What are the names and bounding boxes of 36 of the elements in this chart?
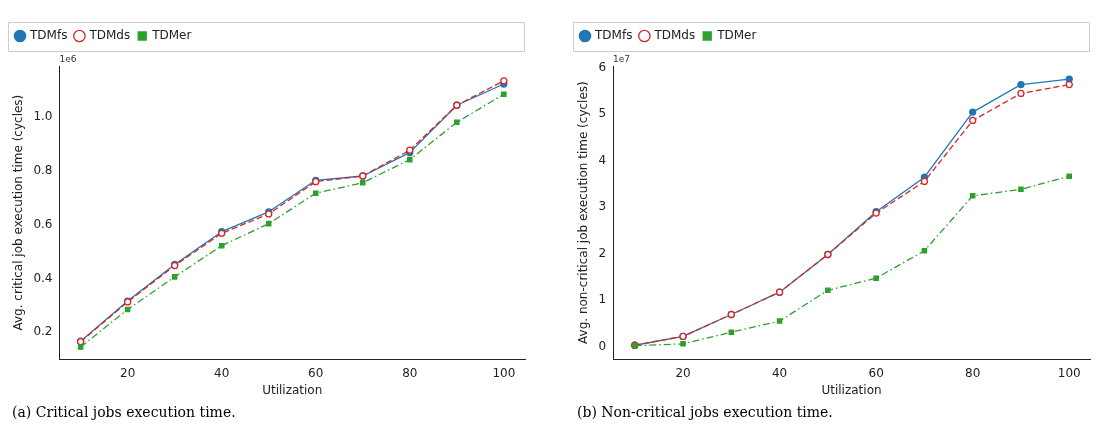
x-tick-label: 100 [492, 365, 516, 380]
x-tick-label: 20 [120, 365, 136, 380]
y-tick-label: 0 [598, 338, 607, 353]
y-tick-label: 3 [598, 199, 607, 214]
y-tick-label: 0.8 [33, 163, 53, 178]
text: (a) Critical jobs execution time. [11, 404, 237, 420]
legend-label: TDMds [653, 28, 696, 43]
y-tick-label: 6 [598, 59, 607, 74]
legend-label: TDMfs [29, 28, 68, 43]
text: 1e7 [613, 53, 631, 64]
text: (b) Non-critical jobs execution time. [576, 404, 834, 420]
x-tick-label: 80 [965, 365, 981, 380]
legend-label: TDMds [88, 28, 131, 43]
legend-label: TDMer [151, 28, 192, 43]
x-tick-label: 100 [1057, 365, 1081, 380]
x-tick-label: 60 [868, 365, 884, 380]
y-tick-label: 2 [598, 245, 607, 260]
y-tick-label: 1 [598, 292, 607, 307]
x-tick-label: 20 [675, 365, 691, 380]
legend-label: TDMfs [594, 28, 633, 43]
y-tick-label: 0.6 [33, 216, 53, 231]
y-tick-label: 0.4 [33, 270, 53, 285]
text: 1e6 [59, 53, 77, 64]
x-tick-label: 40 [214, 365, 230, 380]
x-tick-label: 80 [402, 365, 418, 380]
y-tick-label: 1.0 [33, 109, 53, 124]
x-tick-label: 40 [771, 365, 788, 380]
x-axis-title: Utilization [262, 382, 323, 397]
y-axis-title: Avg. non-critical job execution time (cycles) [576, 81, 591, 344]
y-tick-label: 0.2 [33, 324, 53, 339]
legend-label: TDMer [716, 28, 757, 43]
x-axis-title: Utilization [821, 382, 882, 397]
x-tick-label: 60 [308, 365, 324, 380]
y-tick-label: 5 [598, 106, 607, 121]
y-axis-title: Avg. critical job execution time (cycles) [11, 94, 26, 331]
y-tick-label: 4 [598, 152, 607, 167]
